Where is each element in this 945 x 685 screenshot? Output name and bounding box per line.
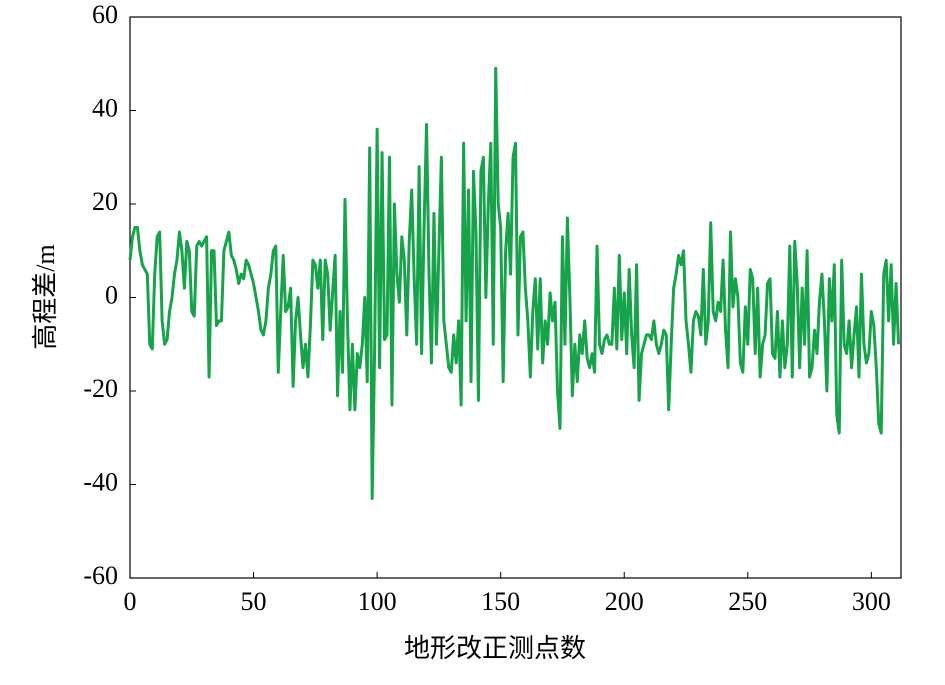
y-tick-label: 20 xyxy=(92,187,118,216)
y-tick-label: -20 xyxy=(83,374,118,403)
y-tick-label: -40 xyxy=(83,467,118,496)
y-tick-label: 60 xyxy=(92,0,118,29)
x-axis-title: 地形改正测点数 xyxy=(404,634,586,663)
x-tick-label: 250 xyxy=(728,587,767,616)
plot-frame xyxy=(129,16,902,579)
x-tick-label: 300 xyxy=(852,587,891,616)
data-line xyxy=(128,66,901,501)
x-tick-label: 100 xyxy=(358,587,397,616)
x-tick-label: 0 xyxy=(124,587,137,616)
y-tick-label: 0 xyxy=(105,280,118,309)
x-tick-label: 50 xyxy=(241,587,267,616)
y-axis-title: 高程差/m xyxy=(31,244,60,349)
y-tick-label: 40 xyxy=(92,93,118,122)
y-tick-label: -60 xyxy=(83,561,118,590)
x-tick-label: 150 xyxy=(481,587,520,616)
x-tick-label: 200 xyxy=(605,587,644,616)
